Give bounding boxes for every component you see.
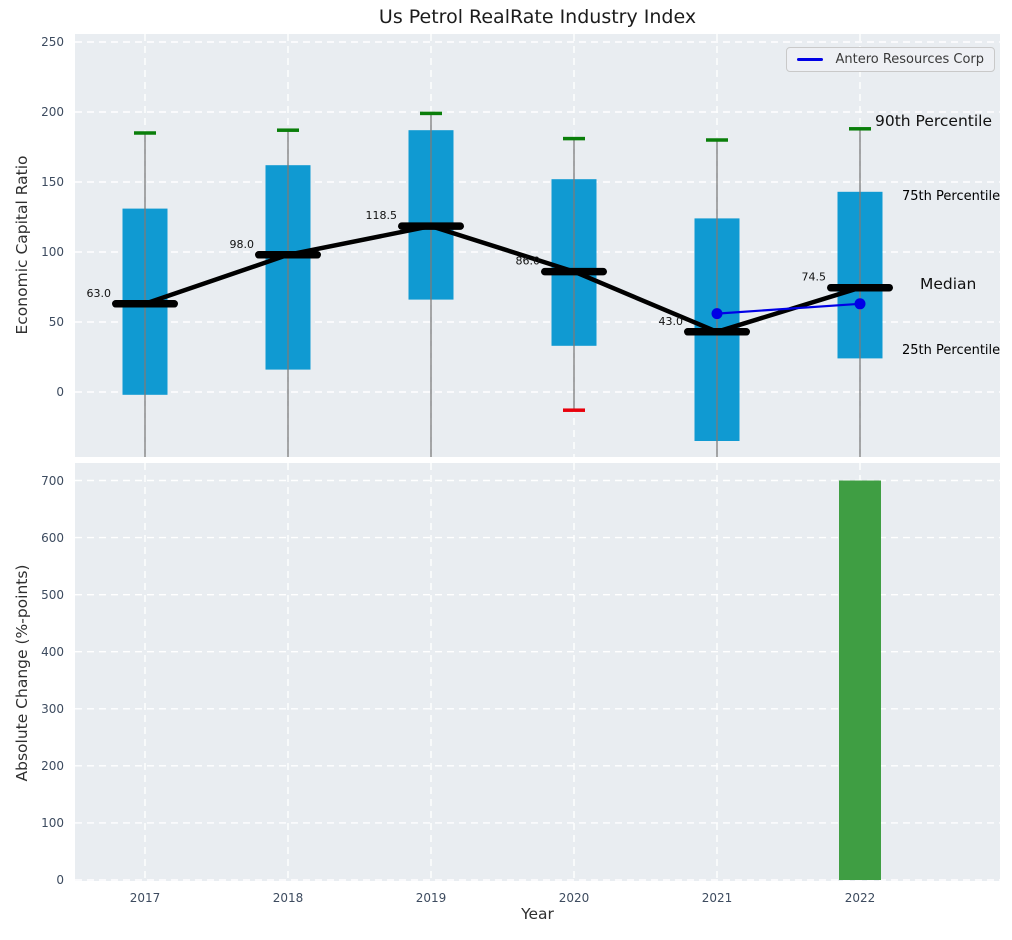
absolute-change-plot xyxy=(75,463,1000,881)
ytick-change-0: 0 xyxy=(56,873,64,887)
xtick-2021: 2021 xyxy=(701,891,733,905)
annotation-median: Median xyxy=(920,275,977,293)
ytick-ecr-0: 0 xyxy=(56,385,64,399)
median-value-label-2019: 118.5 xyxy=(366,209,398,222)
ytick-change-300: 300 xyxy=(41,701,64,716)
ytick-ecr-200: 200 xyxy=(41,105,64,119)
median-bar-2022 xyxy=(827,283,893,292)
median-bar-2020 xyxy=(541,267,607,276)
ytick-ecr-150: 150 xyxy=(41,175,64,189)
p90-cap-2021 xyxy=(706,138,728,142)
xtick-2019: 2019 xyxy=(415,891,447,905)
median-value-label-2020: 86.0 xyxy=(516,255,541,268)
ytick-change-700: 700 xyxy=(41,473,64,488)
ytick-ecr-50: 50 xyxy=(48,315,64,329)
median-value-label-2018: 98.0 xyxy=(230,238,255,251)
legend-line-swatch xyxy=(797,58,824,61)
company-line xyxy=(716,302,861,315)
ytick-ecr-100: 100 xyxy=(41,245,64,259)
median-trend-line xyxy=(144,223,861,335)
capital-ratio-canvas: 63.0 98.0 118.5 86.0 43.0 74.5 xyxy=(75,34,1000,457)
median-bar-2017 xyxy=(112,300,178,308)
p90-cap-2020 xyxy=(563,136,585,141)
p90-cap-2018 xyxy=(277,128,299,132)
ytick-change-200: 200 xyxy=(41,758,64,773)
ytick-change-500: 500 xyxy=(41,587,64,602)
x-axis-label-year: Year xyxy=(521,905,554,923)
absolute-change-canvas xyxy=(75,463,1000,881)
annotation-75th-percentile: 75th Percentile xyxy=(902,189,1001,204)
median-value-label-2017: 63.0 xyxy=(87,287,112,300)
median-bar-2019 xyxy=(398,222,464,230)
p90-cap-2019 xyxy=(420,111,442,116)
ytick-change-600: 600 xyxy=(41,530,64,545)
p90-cap-2017 xyxy=(134,131,156,135)
ytick-change-100: 100 xyxy=(41,815,64,830)
xtick-2022: 2022 xyxy=(844,891,876,905)
legend: Antero Resources Corp xyxy=(786,47,995,72)
xtick-2017: 2017 xyxy=(129,891,161,905)
median-value-label-2022: 74.5 xyxy=(802,271,827,284)
xtick-2018: 2018 xyxy=(272,891,304,905)
capital-ratio-plot: 63.0 98.0 118.5 86.0 43.0 74.5 xyxy=(75,34,1000,457)
company-point xyxy=(854,298,866,310)
median-bar-2018 xyxy=(255,251,321,259)
ytick-ecr-250: 250 xyxy=(41,35,64,49)
p90-cap-2022 xyxy=(849,127,871,131)
median-bar-2021 xyxy=(684,328,750,336)
ytick-change-400: 400 xyxy=(41,644,64,659)
company-point xyxy=(711,308,723,320)
change-bar-2022 xyxy=(839,480,881,880)
annotation-90th-percentile: 90th Percentile xyxy=(875,112,993,130)
median-value-label-2021: 43.0 xyxy=(659,315,684,328)
xtick-2020: 2020 xyxy=(558,891,590,905)
legend-label: Antero Resources Corp xyxy=(835,52,984,67)
chart-title: Us Petrol RealRate Industry Index xyxy=(378,6,697,28)
p10-cap-2020 xyxy=(563,408,585,412)
annotation-25th-percentile: 25th Percentile xyxy=(902,343,1001,358)
